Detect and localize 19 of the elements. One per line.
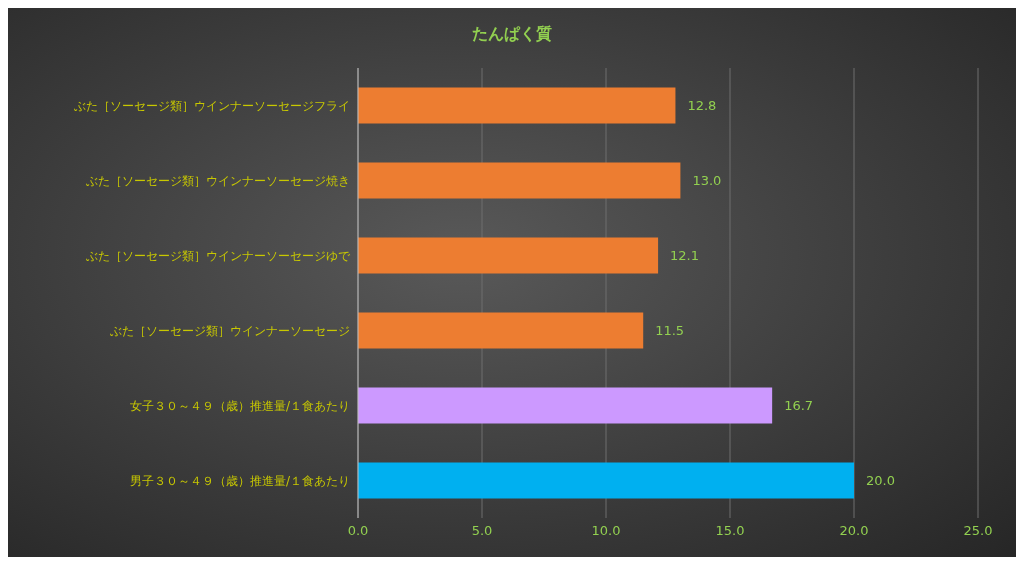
y-tick-label: 男子３０～４９（歳）推進量/１食あたり bbox=[129, 473, 350, 488]
x-tick-label: 10.0 bbox=[591, 523, 621, 539]
y-tick-label: 女子３０～４９（歳）推進量/１食あたり bbox=[129, 398, 350, 413]
x-tick-label: 20.0 bbox=[839, 523, 869, 539]
data-label: 20.0 bbox=[866, 473, 895, 489]
data-label: 11.5 bbox=[655, 323, 685, 339]
data-label: 12.8 bbox=[687, 98, 717, 114]
chart-title: たんぱく質 bbox=[471, 24, 553, 45]
y-tick-label: ぶた［ソーセージ類］ウインナーソーセージゆで bbox=[86, 248, 351, 263]
x-tick-label: 0.0 bbox=[347, 523, 369, 539]
y-tick-label: ぶた［ソーセージ類］ウインナーソーセージ焼き bbox=[86, 173, 350, 188]
data-label: 13.0 bbox=[692, 173, 722, 189]
x-tick-label: 25.0 bbox=[963, 523, 993, 539]
data-label: 16.7 bbox=[784, 398, 814, 414]
data-label: 12.1 bbox=[670, 248, 700, 264]
x-tick-label: 5.0 bbox=[471, 523, 493, 539]
y-tick-label: ぶた［ソーセージ類］ウインナーソーセージ bbox=[110, 323, 350, 338]
y-tick-label: ぶた［ソーセージ類］ウインナーソーセージフライ bbox=[74, 98, 350, 113]
x-tick-label: 15.0 bbox=[715, 523, 745, 539]
